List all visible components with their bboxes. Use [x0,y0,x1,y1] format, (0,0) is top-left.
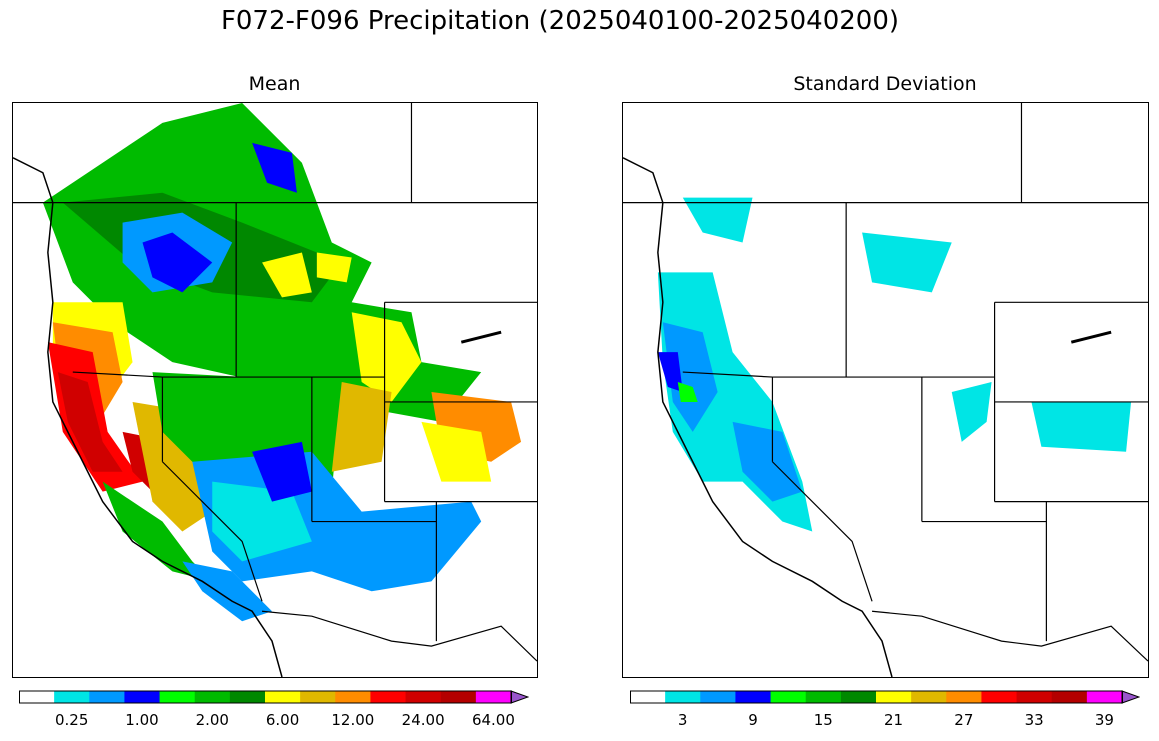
colorbar-bin-4 [159,691,196,703]
colorbar-tick-label: 24.00 [401,711,445,729]
std-region-blue-sierra [732,421,803,502]
colorbar-extend-arrow [1121,690,1140,704]
mean-region-green-coast-s [102,481,213,582]
mean-state-borders [13,103,537,662]
colorbar-bin-8 [911,691,947,703]
mean-region-darkblue-south [252,441,312,502]
colorbar-outline [19,690,512,704]
colorbar-bin-6 [229,691,266,703]
colorbar-outline [630,690,1123,704]
mean-region-yellow-e [351,312,422,402]
colorbar-tick-label: 6.00 [265,711,300,729]
mean-region-darkblue-nw [142,232,213,293]
mean-coastline [13,157,283,677]
colorbar-bin-13 [475,691,512,703]
mean-colorbar [19,690,529,704]
mean-region-blue-top [252,142,297,193]
colorbar-tick-label: 2.00 [195,711,229,729]
colorbar-bin-11 [405,691,442,703]
colorbar-bin-2 [700,691,736,703]
colorbar-tick-label: 27 [954,711,974,729]
colorbar-bin-9 [946,691,982,703]
std-map-canvas [623,103,1148,677]
colorbar-bin-3 [735,691,772,703]
std-region-cyan-n [862,232,952,293]
colorbar-extend-arrow [510,690,529,704]
colorbar-tick-label: 64.00 [471,711,515,729]
figure-title: F072-F096 Precipitation (2025040100-2025… [220,6,900,36]
std-region-cyan-ut [951,382,992,442]
colorbar-bin-11 [1016,691,1053,703]
mean-precip-map [12,102,538,678]
colorbar-bin-10 [981,691,1018,703]
mean-panel-title: Mean [248,73,301,95]
colorbar-tick-label: 12.00 [331,711,375,729]
colorbar-bin-5 [805,691,842,703]
colorbar-tick-label: 21 [884,711,904,729]
colorbar-bin-1 [54,691,90,703]
colorbar-bin-6 [840,691,877,703]
colorbar-bin-0 [19,691,55,703]
std-region-darkblue-coast [657,352,683,392]
mean-region-blue-socal [182,561,273,622]
colorbar-tick-label: 15 [813,711,833,729]
std-coastline [623,157,893,677]
colorbar-bin-1 [665,691,701,703]
std-precip-map [622,102,1149,678]
std-region-green-coast [677,382,698,402]
colorbar-tick-label: 3 [677,711,688,729]
mean-region-gold-e [331,382,392,472]
std-colorbar [630,690,1140,704]
mean-region-yellow-nee [316,252,352,283]
mean-region-cyan-south [212,481,312,562]
std-colorbar-svg [630,690,1140,704]
colorbar-bin-12 [1051,691,1088,703]
std-region-cyan-nw [682,197,753,243]
mean-region-yellow-se [421,421,492,482]
colorbar-tick-label: 0.25 [55,711,89,729]
colorbar-bin-2 [89,691,125,703]
std-panel-title: Standard Deviation [793,73,977,95]
colorbar-bin-7 [265,691,301,703]
colorbar-bin-8 [300,691,336,703]
mean-colorbar-svg [19,690,529,704]
colorbar-bin-9 [335,691,371,703]
colorbar-bin-10 [370,691,407,703]
colorbar-tick-label: 9 [748,711,758,729]
std-state-borders [623,103,1148,662]
mean-map-canvas [13,103,537,677]
colorbar-tick-label: 33 [1024,711,1044,729]
colorbar-tick-label: 1.00 [125,711,159,729]
colorbar-bin-13 [1086,691,1123,703]
colorbar-bin-4 [770,691,807,703]
colorbar-bin-12 [440,691,477,703]
std-region-cyan-e [1031,401,1132,452]
std-region-blue-coast [662,322,718,432]
mean-region-darkred-coast [57,372,123,472]
colorbar-tick-label: 39 [1094,711,1114,729]
colorbar-bin-5 [194,691,231,703]
colorbar-bin-7 [876,691,912,703]
mean-region-yellow-ne [262,252,312,298]
colorbar-bin-0 [630,691,666,703]
colorbar-bin-3 [124,691,161,703]
